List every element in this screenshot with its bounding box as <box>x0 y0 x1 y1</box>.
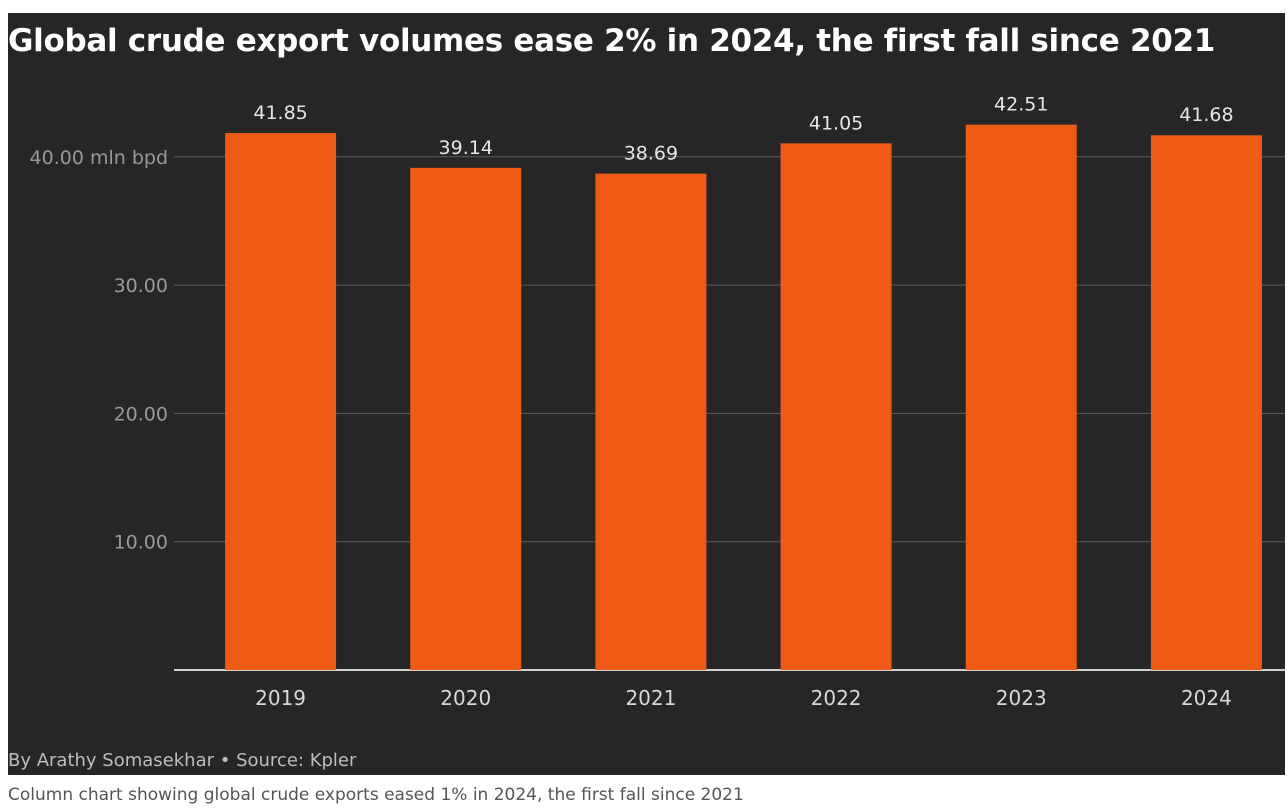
labels: 10.00 20.00 30.00 40.00 mln bpd 41.85 2019 39.… <box>30 94 1234 710</box>
data-label-2023: 42.51 <box>994 94 1048 116</box>
chart-panel: Global crude export volumes ease 2% in 2… <box>8 13 1285 775</box>
x-tick-label-2020: 2020 <box>440 686 491 710</box>
y-tick-label: 20.00 <box>114 403 168 425</box>
bar-2021 <box>595 173 707 670</box>
data-label-2021: 38.69 <box>624 143 678 165</box>
bars <box>225 124 1262 671</box>
data-label-2020: 39.14 <box>439 137 493 159</box>
bar-2019 <box>225 133 337 670</box>
data-label-2022: 41.05 <box>809 112 863 134</box>
x-tick-label-2023: 2023 <box>996 686 1047 710</box>
bar-2023 <box>965 124 1077 671</box>
gridlines <box>174 156 1285 671</box>
data-label-2019: 41.85 <box>253 102 307 124</box>
x-tick-label-2024: 2024 <box>1181 686 1232 710</box>
y-tick-label: 10.00 <box>114 532 168 554</box>
data-label-2024: 41.68 <box>1179 104 1233 126</box>
chart-caption: Column chart showing global crude export… <box>8 785 744 805</box>
y-tick-label: 40.00 mln bpd <box>30 147 168 169</box>
bar-2022 <box>780 143 892 671</box>
x-tick-label-2021: 2021 <box>625 686 676 710</box>
y-tick-label: 30.00 <box>114 275 168 297</box>
chart-title: Global crude export volumes ease 2% in 2… <box>8 23 1216 59</box>
bar-2024 <box>1150 135 1262 670</box>
bar-2020 <box>410 167 522 670</box>
byline: By Arathy Somasekhar • Source: Kpler <box>8 750 357 771</box>
column-chart: 10.00 20.00 30.00 40.00 mln bpd 41.85 2019 39.… <box>30 94 1285 710</box>
x-tick-label-2022: 2022 <box>811 686 862 710</box>
x-tick-label-2019: 2019 <box>255 686 306 710</box>
